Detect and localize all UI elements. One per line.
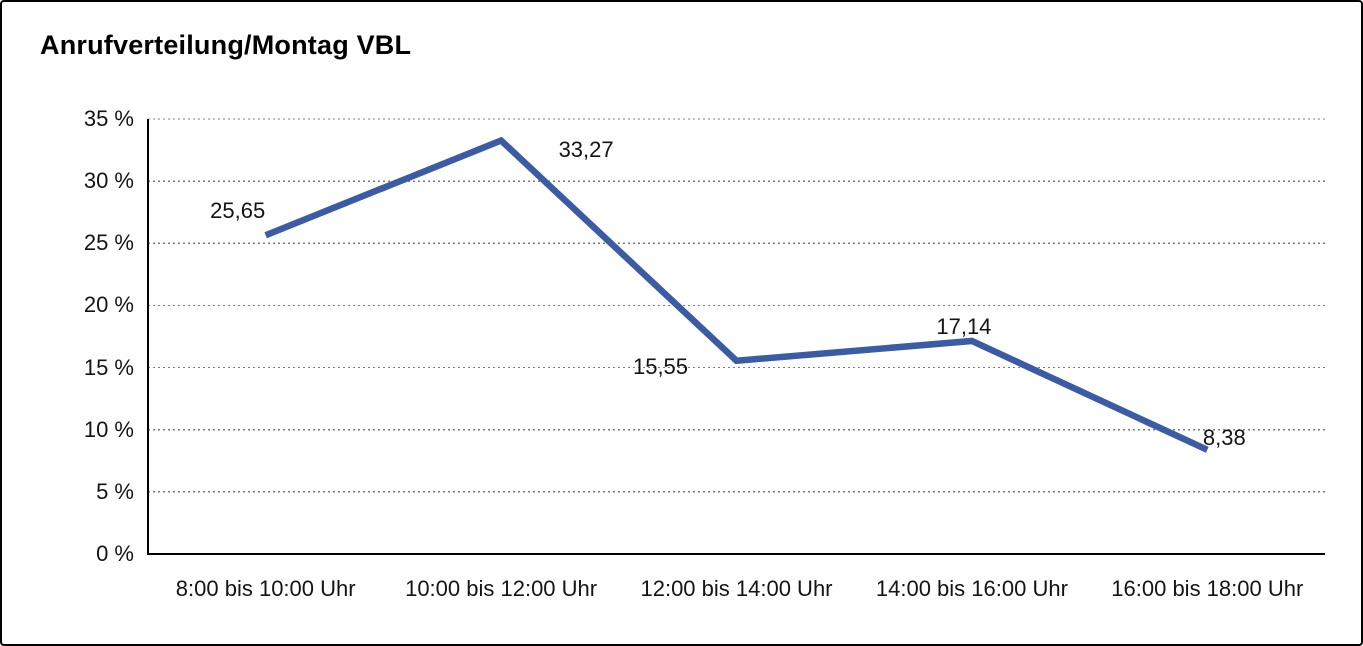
y-tick-label: 10 % <box>83 416 134 442</box>
data-point-label: 33,27 <box>558 136 614 162</box>
y-tick-label: 15 % <box>83 354 134 380</box>
data-series-line <box>264 136 1209 453</box>
data-point-label: 15,55 <box>632 353 689 379</box>
data-point-label: 8,38 <box>1202 424 1246 450</box>
x-category-label: 14:00 bis 16:00 Uhr <box>875 576 1068 601</box>
chart-title: Anrufverteilung/Montag VBL <box>40 30 412 60</box>
data-point-label: 25,65 <box>210 198 266 224</box>
x-category-label: 10:00 bis 12:00 Uhr <box>405 576 598 601</box>
x-category-label: 16:00 bis 18:00 Uhr <box>1111 576 1304 601</box>
y-tick-label: 0 % <box>96 541 134 566</box>
x-category-label: 12:00 bis 14:00 Uhr <box>640 576 833 601</box>
y-tick-label: 20 % <box>83 292 134 318</box>
y-tick-label: 35 % <box>83 106 134 131</box>
y-tick-label: 30 % <box>83 168 134 194</box>
x-category-label: 8:00 bis 10:00 Uhr <box>175 576 356 601</box>
y-tick-label: 25 % <box>83 230 134 256</box>
y-tick-label: 5 % <box>96 478 134 504</box>
data-point-label: 17,14 <box>936 313 992 339</box>
